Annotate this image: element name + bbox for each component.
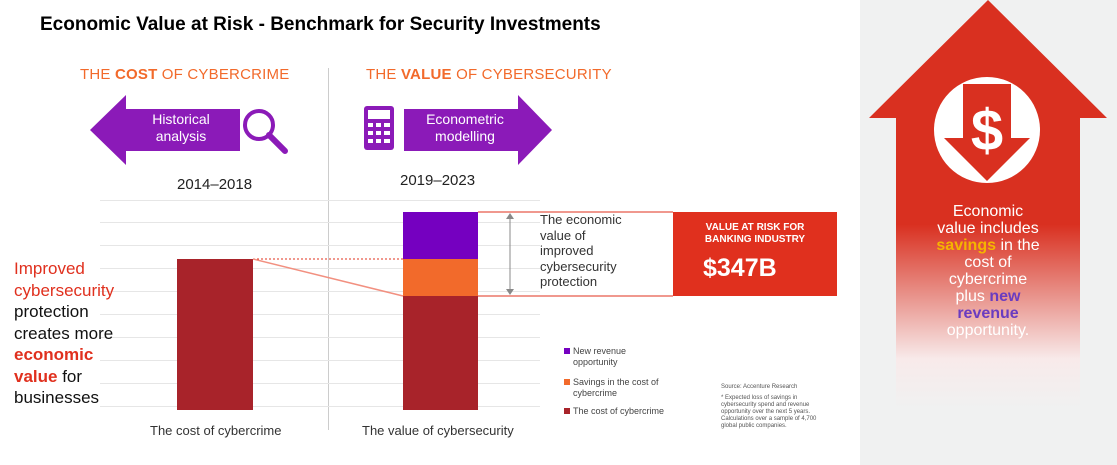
gridline: [100, 383, 540, 384]
historical-analysis-label: Historical analysis: [126, 111, 236, 145]
footnote-line: * Expected loss of savings in: [721, 395, 798, 401]
callout-line: Improved: [14, 259, 85, 278]
page-title: Economic Value at Risk - Benchmark for S…: [40, 14, 601, 35]
gridline: [100, 337, 540, 338]
panel-emph-savings: savings: [936, 237, 996, 254]
legend-label: Savings in the cost of: [573, 377, 659, 387]
legend-item-savings: Savings in the cost of cybercrime: [564, 377, 659, 399]
annotation-line: cybersecurity: [540, 258, 617, 274]
footnote-line: Calculations over a sample of 4,700: [721, 416, 817, 422]
cost-of-cybercrime-heading: THE COST OF CYBERCRIME: [80, 66, 289, 83]
left-arrow-shape: [90, 95, 240, 165]
right-arrow-shape: [404, 95, 552, 165]
calculator-icon: [364, 106, 394, 150]
big-up-arrow: $: [869, 0, 1107, 408]
section-divider: [328, 68, 329, 430]
left-callout-text: Improved cybersecurity protection create…: [14, 258, 114, 409]
heading-emphasis: COST: [114, 66, 158, 83]
annotation-line: value of: [540, 227, 586, 243]
callout-emph: value: [14, 366, 58, 386]
arrow-label-line: analysis: [155, 128, 207, 144]
legend-item-cost: The cost of cybercrime: [564, 406, 664, 417]
footnote-line: cybersecurity spend and revenue: [721, 402, 810, 408]
legend-label: The cost of cybercrime: [573, 406, 665, 416]
x-label-cost-of-cybercrime: The cost of cybercrime: [150, 423, 282, 438]
x-label-value-of-cybersecurity: The value of cybersecurity: [362, 423, 514, 438]
footnote-line: global public companies.: [721, 423, 787, 429]
heading-suffix: OF CYBERSECURITY: [451, 66, 612, 83]
value-at-risk-amount: $347B: [703, 254, 777, 282]
svg-text:$: $: [971, 98, 1003, 163]
gridline: [100, 245, 540, 246]
callout-line: creates more: [14, 323, 114, 343]
magnifier-icon: [243, 109, 288, 154]
callout-line: economic: [14, 345, 94, 364]
panel-line: plus: [955, 288, 990, 305]
gridline: [100, 291, 540, 292]
panel-line: cost of: [964, 254, 1012, 271]
heading-emphasis: VALUE: [400, 66, 452, 83]
panel-emph-new: new: [989, 288, 1021, 305]
annotation-line: protection: [540, 274, 598, 289]
legend-swatch: [564, 348, 570, 354]
legend-label: cybercrime: [573, 388, 618, 398]
panel-line: value includes: [937, 220, 1039, 237]
gridline: [100, 200, 540, 201]
panel-line: Economic: [952, 203, 1024, 220]
panel-line: cybercrime: [948, 271, 1028, 288]
legend-label: New revenue: [573, 346, 627, 356]
value-box-label: BANKING INDUSTRY: [704, 234, 806, 245]
connector-lines: [252, 211, 673, 297]
arrow-label-line: modelling: [435, 128, 495, 144]
gridline: [100, 268, 540, 269]
annotation-line: improved: [540, 243, 594, 258]
years-2014-2018: 2014–2018: [177, 176, 253, 193]
legend-swatch: [564, 379, 570, 385]
callout-line: protection: [14, 302, 89, 321]
source-note: Source: Accenture Research: [721, 384, 798, 390]
legend-swatch: [564, 408, 570, 414]
economic-value-annotation: The economic value of improved cybersecurit…: [540, 212, 622, 290]
gridline: [100, 360, 540, 361]
heading-prefix: THE: [80, 66, 115, 83]
value-at-risk-box: VALUE AT RISK FOR BANKING INDUSTRY $347B: [673, 212, 837, 296]
value-of-cybersecurity-heading: THE VALUE OF CYBERSECURITY: [366, 66, 612, 83]
footnote-line: opportunity over the next 5 years.: [721, 409, 811, 415]
arrow-label-line: Econometric: [426, 111, 504, 127]
footnote: * Expected loss of savings in cybersecuri…: [721, 395, 816, 430]
callout-line: businesses: [14, 388, 100, 407]
callout-line: cybersecurity: [14, 280, 115, 300]
panel-emph-revenue: revenue: [957, 305, 1019, 322]
gridline: [100, 314, 540, 315]
arrow-label-line: Historical: [152, 111, 210, 127]
heading-prefix: THE: [366, 66, 401, 83]
gridline: [100, 406, 540, 407]
bar-segment-savings: [403, 259, 478, 296]
bar-cost-of-cybercrime: [177, 259, 253, 410]
callout-line: for: [57, 366, 83, 386]
dollar-down-arrow-icon: $: [934, 77, 1040, 183]
legend-item-new-revenue: New revenue opportunity: [564, 346, 626, 368]
value-box-label: VALUE AT RISK FOR: [705, 222, 805, 233]
annotation-line: The economic: [540, 212, 622, 227]
legend-label: opportunity: [573, 357, 618, 367]
bar-segment-cost: [403, 296, 478, 410]
bar-segment-new-revenue: [403, 212, 478, 259]
panel-line: in the: [996, 237, 1040, 254]
right-panel-text: Economic value includes savings in the c…: [905, 203, 1071, 339]
heading-suffix: OF CYBERCRIME: [157, 66, 290, 83]
panel-line: opportunity.: [946, 322, 1030, 339]
years-2019-2023: 2019–2023: [400, 172, 476, 189]
gridline: [100, 222, 540, 223]
econometric-modelling-label: Econometric modelling: [410, 111, 520, 145]
